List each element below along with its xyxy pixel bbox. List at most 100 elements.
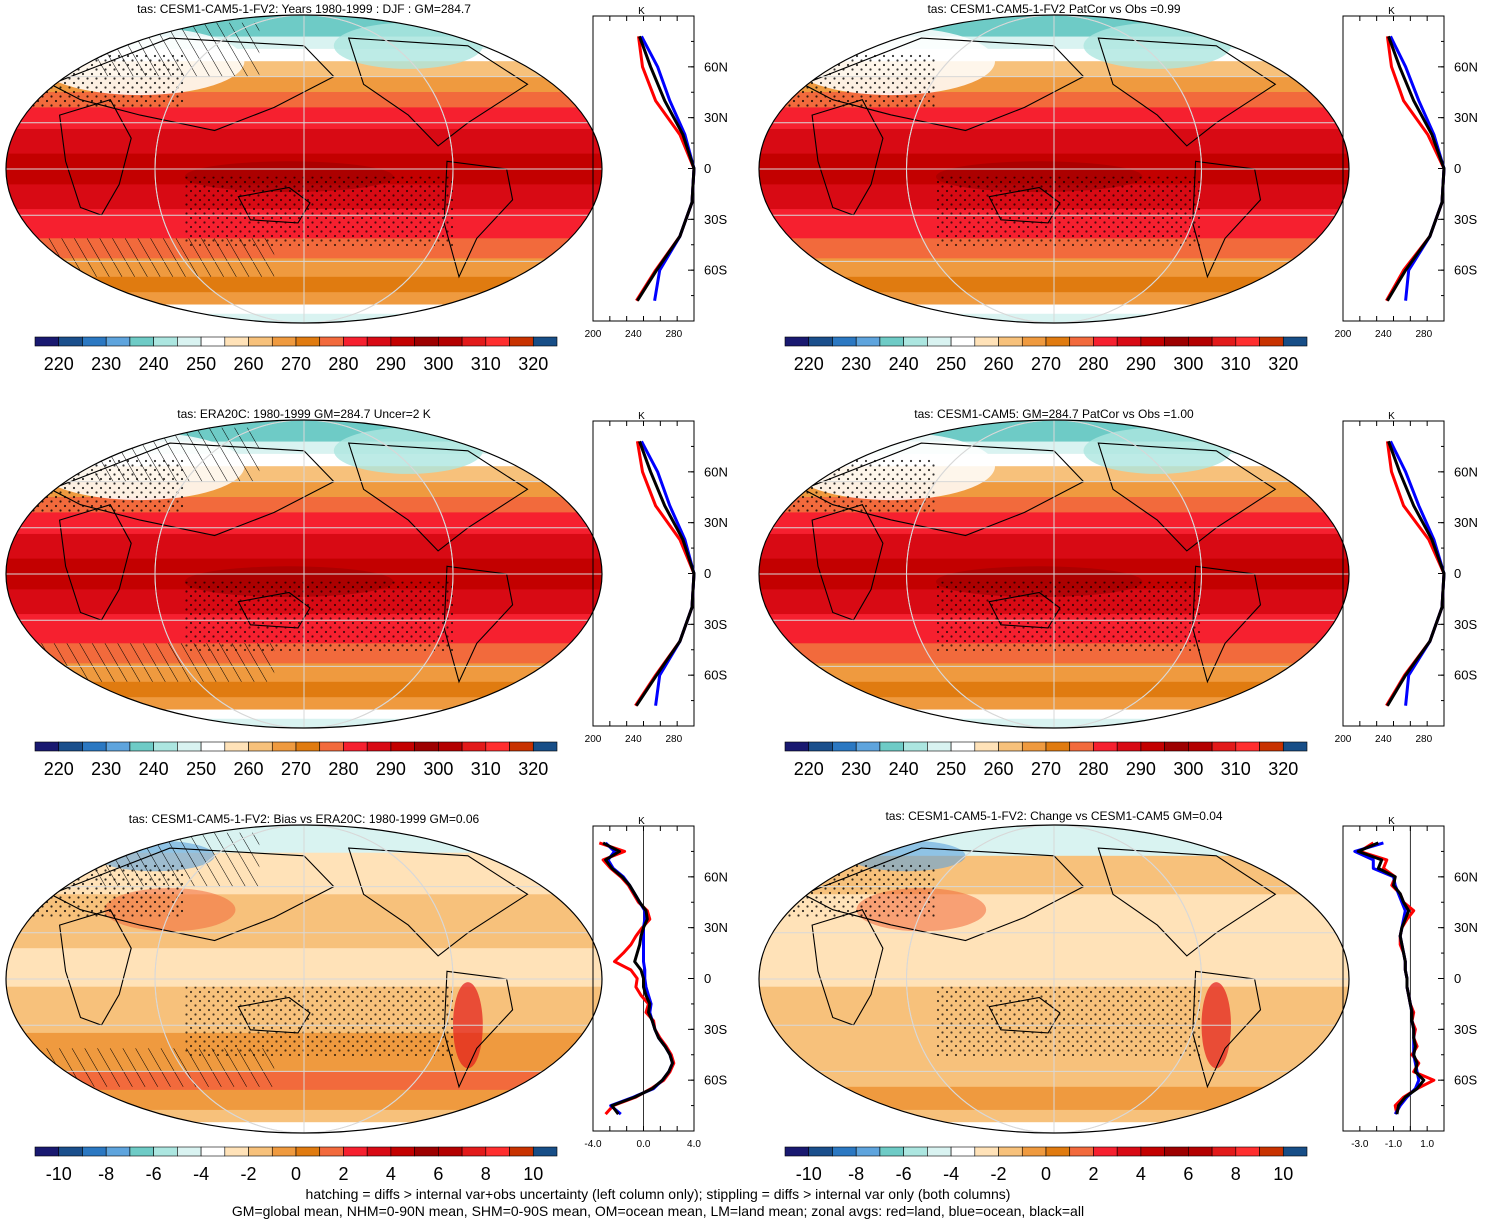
colorbar-swatch: [129, 336, 154, 347]
map-border: [5, 14, 603, 324]
colorbar-swatch: [414, 1146, 439, 1157]
colorbar-swatch: [485, 336, 510, 347]
colorbar-swatch: [58, 1146, 83, 1157]
colorbar-tick-label: 320: [518, 759, 548, 779]
colorbar-tick-label: -10: [46, 1164, 72, 1184]
colorbar-swatch: [1021, 336, 1047, 347]
colorbar-tick-label: 310: [1221, 759, 1251, 779]
colorbar-swatch: [532, 1146, 558, 1157]
colorbar-tick-label: 6: [433, 1164, 443, 1184]
x-tick-label: -1.0: [1385, 1139, 1403, 1150]
colorbar-tick-label: 250: [936, 759, 966, 779]
colorbar-swatch: [808, 336, 833, 347]
meridian-line: [154, 825, 454, 1133]
colorbar-tick-label: 250: [186, 354, 216, 374]
colorbar-swatch: [879, 1146, 904, 1157]
x-tick-label: 240: [625, 734, 642, 745]
colorbar-tick-label: -6: [896, 1164, 912, 1184]
colorbar-swatch: [34, 336, 60, 347]
world-map: [758, 419, 1350, 729]
plot-frame: [1342, 825, 1445, 1132]
colorbar-swatch: [319, 741, 344, 752]
colorbar-swatch: [271, 1146, 297, 1157]
colorbar-swatch: [998, 1146, 1023, 1157]
zonal-mean-plot: K 60N 30N 0 30S 60S 200 240 280: [1335, 6, 1478, 340]
zonal-mean-line: [1358, 841, 1436, 1115]
y-tick-label: 60S: [704, 668, 727, 683]
zonal-mean-line: [1389, 35, 1446, 301]
colorbar-tick-label: 260: [984, 354, 1014, 374]
units-label: K: [1388, 411, 1395, 422]
colorbar-swatch: [974, 741, 999, 752]
continent-outline: [1097, 442, 1277, 552]
y-tick-label: 60S: [704, 263, 727, 278]
map-title: tas: ERA20C: 1980-1999 GM=284.7 Uncer=2 …: [177, 407, 430, 421]
map-field: [6, 420, 602, 728]
y-tick-label: 60S: [1454, 1073, 1477, 1088]
colorbar-tick-label: 10: [1273, 1164, 1293, 1184]
colorbar: 220 230 240 250 260 270 280 290 300 310 320: [34, 741, 558, 779]
colorbar-swatch: [1021, 1146, 1047, 1157]
y-tick-label: 0: [1454, 971, 1461, 986]
colorbar-swatch: [998, 336, 1023, 347]
map-border: [758, 419, 1350, 729]
colorbar-swatch: [832, 741, 857, 752]
units-label: K: [638, 6, 645, 17]
y-tick-label: 30S: [1454, 212, 1477, 227]
colorbar-tick-label: 220: [44, 354, 74, 374]
colorbar-tick-label: -2: [241, 1164, 257, 1184]
colorbar-tick-label: 240: [889, 354, 919, 374]
continent-outline: [347, 847, 529, 957]
units-label: K: [1388, 6, 1395, 17]
colorbar-swatch: [248, 741, 273, 752]
y-tick-label: 0: [1454, 161, 1461, 176]
hatching: [95, 22, 260, 77]
y-tick-label: 0: [704, 971, 711, 986]
colorbar-swatch: [295, 1146, 321, 1157]
y-tick-label: 30S: [1454, 1022, 1477, 1037]
y-tick-label: 60S: [1454, 263, 1477, 278]
stippling: [936, 581, 1202, 651]
colorbar-swatch: [224, 1146, 249, 1157]
colorbar-swatch: [461, 741, 487, 752]
map-field: [759, 825, 1349, 1133]
x-tick-label: 1.0: [1420, 1139, 1434, 1150]
colorbar-swatch: [1093, 1146, 1118, 1157]
colorbar-tick-label: 4: [386, 1164, 396, 1184]
colorbar-tick-label: -10: [796, 1164, 822, 1184]
colorbar-swatch: [509, 741, 534, 752]
colorbar-swatch: [1116, 1146, 1142, 1157]
colorbar-tick-label: -2: [991, 1164, 1007, 1184]
x-tick-label: 200: [585, 329, 602, 340]
x-tick-label: 240: [1375, 734, 1392, 745]
colorbar-swatch: [1069, 1146, 1094, 1157]
stippling: [184, 176, 454, 246]
north-america-cold: [333, 22, 483, 69]
x-tick-label: -4.0: [584, 1139, 602, 1150]
colorbar-tick-label: 280: [328, 354, 358, 374]
colorbar-swatch: [177, 336, 202, 347]
continent-outline: [49, 37, 335, 132]
colorbar-swatch: [461, 336, 487, 347]
colorbar-swatch: [974, 1146, 999, 1157]
colorbar-swatch: [1164, 1146, 1189, 1157]
colorbar-tick-label: 280: [328, 759, 358, 779]
colorbar-swatch: [1164, 741, 1189, 752]
colorbar-swatch: [532, 336, 558, 347]
colorbar-tick-label: 230: [91, 759, 121, 779]
colorbar-swatch: [927, 1146, 952, 1157]
x-tick-label: 240: [625, 329, 642, 340]
colorbar-swatch: [319, 1146, 344, 1157]
continent-outline: [347, 442, 529, 552]
map-title: tas: CESM1-CAM5-1-FV2: Bias vs ERA20C: 1…: [129, 812, 480, 826]
colorbar-tick-label: -8: [98, 1164, 114, 1184]
colorbar-swatch: [153, 336, 178, 347]
colorbar-swatch: [153, 741, 178, 752]
colorbar-tick-label: 0: [291, 1164, 301, 1184]
map-field: [759, 15, 1349, 323]
colorbar-swatch: [414, 741, 439, 752]
zonal-mean-plot: K 60N 30N 0 30S 60S 200 240 280: [585, 411, 728, 745]
colorbar-swatch: [1021, 741, 1047, 752]
colorbar-swatch: [105, 1146, 131, 1157]
world-map: [5, 824, 603, 1134]
